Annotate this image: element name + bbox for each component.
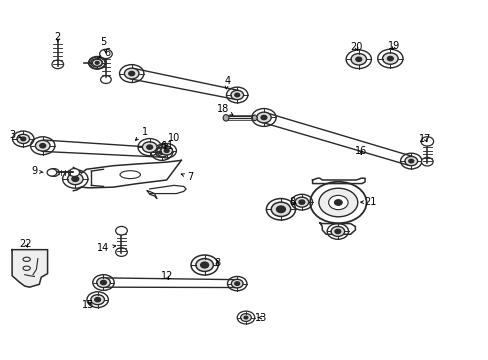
Circle shape: [231, 279, 243, 288]
Circle shape: [91, 295, 104, 305]
Circle shape: [240, 314, 251, 321]
Circle shape: [95, 62, 99, 64]
Circle shape: [234, 282, 239, 285]
Text: 8: 8: [288, 197, 295, 207]
Text: 14: 14: [97, 243, 116, 253]
Circle shape: [155, 148, 168, 157]
Circle shape: [256, 112, 271, 123]
Circle shape: [350, 54, 366, 65]
Polygon shape: [42, 140, 162, 157]
Circle shape: [309, 182, 366, 223]
Circle shape: [67, 173, 83, 185]
Circle shape: [47, 169, 57, 176]
Polygon shape: [312, 178, 365, 184]
Text: 22: 22: [20, 239, 32, 249]
Ellipse shape: [223, 114, 228, 121]
Circle shape: [159, 151, 164, 154]
Circle shape: [408, 159, 413, 163]
Circle shape: [420, 137, 433, 146]
Ellipse shape: [252, 115, 257, 121]
Text: 3: 3: [9, 130, 21, 140]
Text: 8: 8: [214, 258, 221, 268]
Circle shape: [101, 76, 111, 84]
Circle shape: [91, 59, 102, 67]
Circle shape: [40, 144, 45, 148]
Text: 17: 17: [418, 134, 431, 144]
Circle shape: [21, 137, 26, 141]
Circle shape: [128, 71, 134, 76]
Circle shape: [17, 134, 30, 144]
Polygon shape: [261, 113, 413, 165]
Circle shape: [95, 62, 99, 64]
Circle shape: [116, 226, 127, 235]
Polygon shape: [12, 249, 47, 287]
Circle shape: [334, 229, 340, 234]
Text: 12: 12: [160, 271, 173, 282]
Text: 16: 16: [354, 147, 366, 157]
Circle shape: [355, 57, 361, 62]
Circle shape: [298, 200, 304, 204]
Text: 20: 20: [349, 42, 362, 52]
Text: 18: 18: [217, 104, 232, 115]
Text: 15: 15: [81, 300, 94, 310]
Circle shape: [101, 280, 106, 285]
Text: 19: 19: [387, 41, 399, 51]
Circle shape: [294, 197, 308, 207]
Circle shape: [97, 278, 110, 288]
Circle shape: [95, 297, 101, 302]
Text: 1: 1: [135, 127, 147, 140]
Polygon shape: [129, 68, 239, 99]
Polygon shape: [81, 160, 181, 188]
Circle shape: [386, 57, 392, 61]
Text: 7: 7: [181, 172, 193, 182]
Text: 11: 11: [161, 141, 173, 151]
Circle shape: [164, 149, 169, 153]
Text: 4: 4: [224, 76, 230, 89]
Circle shape: [421, 157, 432, 166]
Circle shape: [142, 142, 157, 153]
Ellipse shape: [120, 171, 140, 179]
Circle shape: [334, 200, 342, 205]
Text: 5: 5: [100, 37, 106, 53]
Circle shape: [271, 202, 290, 216]
Circle shape: [276, 206, 285, 212]
Text: 6: 6: [98, 48, 110, 58]
Circle shape: [328, 195, 347, 210]
Circle shape: [100, 49, 112, 59]
Circle shape: [92, 59, 102, 67]
Circle shape: [330, 226, 344, 237]
Circle shape: [69, 168, 80, 176]
Circle shape: [234, 93, 239, 97]
Circle shape: [35, 140, 50, 151]
Text: 10: 10: [162, 133, 180, 144]
Circle shape: [382, 53, 397, 64]
Circle shape: [244, 316, 247, 319]
Text: 21: 21: [360, 197, 376, 207]
Circle shape: [72, 176, 79, 181]
Text: 9: 9: [31, 166, 43, 176]
Circle shape: [261, 115, 266, 120]
Circle shape: [196, 258, 213, 271]
Circle shape: [161, 147, 172, 155]
Circle shape: [52, 60, 63, 69]
Circle shape: [404, 157, 417, 166]
Circle shape: [201, 262, 208, 268]
Polygon shape: [319, 223, 355, 234]
Polygon shape: [103, 278, 237, 288]
Circle shape: [318, 188, 357, 217]
Circle shape: [116, 248, 127, 256]
Text: 13: 13: [254, 312, 266, 323]
Circle shape: [92, 59, 102, 66]
Circle shape: [124, 68, 139, 79]
Text: 2: 2: [55, 32, 61, 42]
Circle shape: [48, 168, 59, 176]
Circle shape: [146, 145, 152, 149]
Circle shape: [230, 90, 243, 100]
